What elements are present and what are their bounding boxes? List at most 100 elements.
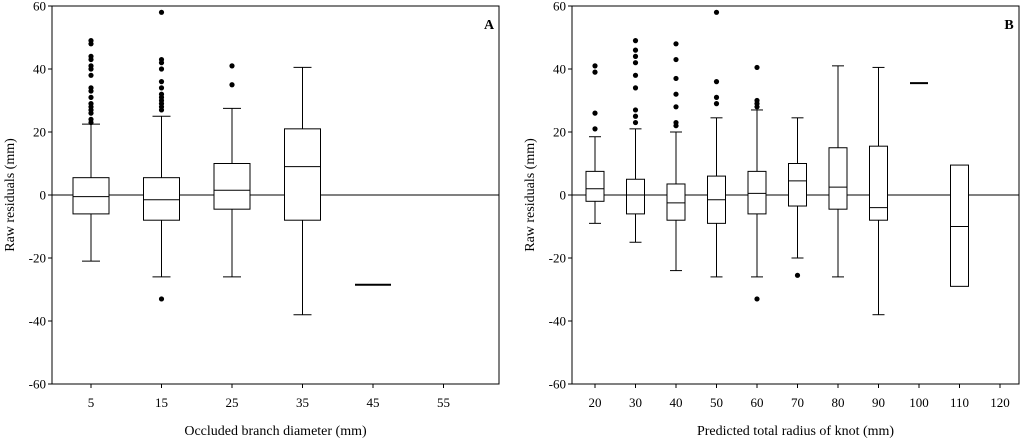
iqr-box	[213, 163, 251, 210]
outlier-point	[754, 296, 760, 302]
outlier-point	[673, 56, 679, 63]
panel-b: -60 -40 -20 0 20 40 60 20 30 40 50 60 70 80 90 100 110 12…	[523, 0, 1020, 439]
x-tick-label: 30	[629, 395, 642, 410]
outlier-point	[673, 104, 679, 110]
y-tick-label: 20	[553, 125, 566, 140]
box-15	[143, 9, 180, 302]
iqr-box	[284, 128, 321, 221]
outlier-point	[229, 82, 235, 88]
x-axis-title: Occluded branch diameter (mm)	[184, 424, 367, 439]
outlier-point	[592, 110, 598, 116]
box-50	[707, 9, 726, 278]
outlier-point	[673, 119, 679, 126]
x-tick-label: 15	[155, 395, 168, 410]
outlier-point	[713, 9, 720, 15]
y-tick-label: 20	[33, 125, 46, 140]
x-tick-label: 120	[990, 395, 1010, 410]
outlier-point	[632, 113, 639, 119]
outlier-point	[713, 101, 720, 107]
panel-letter: B	[1004, 18, 1013, 33]
panel-letter: A	[484, 18, 495, 33]
outlier-point	[592, 69, 598, 75]
outlier-point	[713, 94, 720, 100]
outlier-point	[632, 107, 639, 113]
outlier-point	[713, 79, 720, 85]
box-20	[585, 63, 605, 224]
iqr-box	[828, 147, 848, 210]
outlier-point	[158, 79, 165, 85]
x-tick-label: 5	[88, 395, 95, 410]
y-tick-label: -40	[549, 314, 566, 329]
y-tick-label: -20	[29, 251, 46, 266]
x-tick-label: 55	[437, 395, 450, 410]
outlier-point	[88, 38, 94, 44]
outlier-point	[592, 126, 598, 132]
outlier-point	[88, 101, 94, 107]
outlier-point	[632, 47, 639, 53]
y-tick-label: 0	[560, 188, 567, 203]
iqr-box	[72, 177, 110, 215]
outlier-point	[158, 91, 165, 97]
outlier-point	[88, 85, 94, 91]
iqr-box	[666, 183, 686, 221]
box-60	[747, 64, 767, 302]
x-tick-label: 20	[589, 395, 602, 410]
outlier-point	[229, 63, 235, 69]
x-tick-label: 60	[751, 395, 764, 410]
x-tick-label: 40	[670, 395, 683, 410]
outlier-point	[158, 66, 165, 72]
iqr-box	[626, 178, 645, 215]
y-tick-label: 40	[33, 62, 46, 77]
y-axis-title: Raw residuals (mm)	[523, 138, 538, 252]
x-tick-label: 35	[296, 395, 309, 410]
outlier-point	[88, 116, 94, 122]
outlier-point	[754, 97, 760, 104]
outlier-point	[794, 272, 801, 278]
x-tick-label: 80	[832, 395, 845, 410]
x-tick-label: 25	[226, 395, 239, 410]
y-tick-label: 40	[553, 62, 566, 77]
iqr-box	[143, 177, 180, 221]
y-axis-title: Raw residuals (mm)	[3, 138, 18, 252]
outlier-point	[673, 41, 679, 47]
box-30	[626, 38, 645, 243]
box-25	[213, 63, 251, 278]
y-tick-label: 60	[33, 0, 46, 14]
outlier-point	[158, 296, 165, 302]
outlier-point	[632, 38, 639, 44]
outlier-point	[632, 53, 639, 60]
outlier-point	[592, 63, 598, 69]
iqr-box	[869, 145, 888, 221]
x-tick-label: 70	[791, 395, 804, 410]
y-tick-label: -60	[29, 377, 46, 392]
box-110	[950, 164, 969, 287]
outlier-point	[673, 75, 679, 82]
y-tick-label: 60	[553, 0, 566, 14]
outlier-point	[88, 53, 94, 60]
outlier-point	[632, 60, 639, 66]
outlier-point	[754, 64, 760, 71]
iqr-box	[747, 170, 767, 215]
box-5	[72, 38, 110, 262]
iqr-box	[585, 170, 605, 202]
box-90	[869, 66, 888, 316]
outlier-point	[673, 91, 679, 97]
outlier-point	[158, 85, 165, 91]
x-tick-label: 50	[710, 395, 723, 410]
box-40	[666, 41, 686, 272]
box-35	[284, 66, 321, 316]
x-tick-label: 100	[909, 395, 929, 410]
x-axis-title: Predicted total radius of knot (mm)	[697, 424, 894, 439]
y-tick-label: -40	[29, 314, 46, 329]
iqr-box	[950, 164, 969, 287]
y-tick-label: 0	[40, 188, 47, 203]
outlier-point	[88, 63, 94, 69]
box-80	[828, 65, 848, 278]
outlier-point	[632, 119, 639, 126]
outlier-point	[632, 72, 639, 78]
iqr-box	[788, 163, 807, 207]
y-tick-label: -20	[549, 251, 566, 266]
box-70	[788, 117, 807, 278]
x-tick-label: 110	[950, 395, 969, 410]
